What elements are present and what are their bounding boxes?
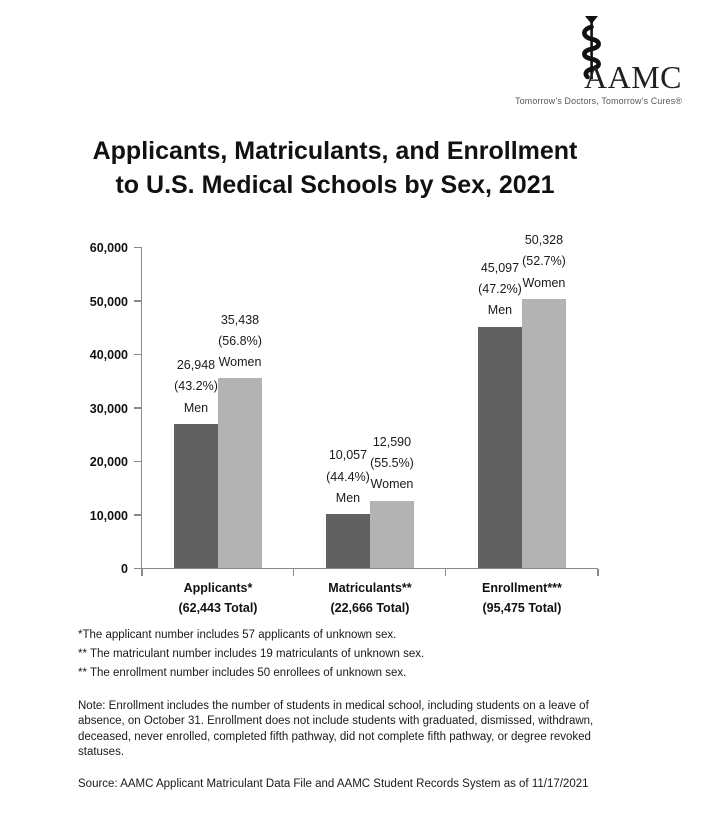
- bar-value-label: 50,328 (52.7%) Women: [522, 233, 566, 290]
- bar-value-label: 12,590 (55.5%) Women: [370, 434, 414, 492]
- y-axis-tick-label: 30,000: [89, 401, 128, 416]
- bar-group-3: 45,097 (47.2%) Men 50,328 (52.7%) Women: [446, 233, 598, 568]
- y-axis-tick-mark: [134, 353, 141, 356]
- y-axis-tick-mark: [134, 460, 141, 463]
- category-label: Applicants* (62,443 Total): [178, 581, 258, 615]
- footnote-line: ** The matriculant number includes 19 ma…: [78, 648, 425, 660]
- page-title-line1: Applicants, Matriculants, and Enrollment: [92, 137, 578, 165]
- bar-women: [521, 298, 566, 568]
- bar-men: [325, 514, 370, 568]
- bar-value-label: 26,948 (43.2%) Men: [174, 358, 218, 415]
- x-axis-tick-mark: [141, 569, 143, 576]
- bar-column-women: 12,590 (55.5%) Women: [369, 247, 414, 568]
- y-axis-tick-label: 60,000: [89, 241, 128, 255]
- footnote-line: ** The enrollment number includes 50 enr…: [78, 667, 407, 679]
- page-title-line2: to U.S. Medical Schools by Sex, 2021: [115, 171, 555, 199]
- logo-brand-text: AAMC: [583, 59, 682, 95]
- plot-area: 0 10,000 20,000 30,000 40,000 50,000 60,000 26,…: [90, 233, 599, 615]
- y-axis-tick-label: 50,000: [89, 294, 128, 309]
- y-axis-tick-mark: [134, 407, 141, 409]
- y-axis-tick-mark: [134, 246, 141, 248]
- bar-column-men: 45,097 (47.2%) Men: [477, 247, 522, 568]
- y-axis-tick-label: 0: [121, 562, 128, 576]
- page-title: Applicants, Matriculants, and Enrollment…: [0, 134, 670, 202]
- bar-column-women: 35,438 (56.8%) Women: [217, 247, 262, 568]
- bar-value-label: 10,057 (44.4%) Men: [326, 448, 370, 505]
- bar-group-1: 26,948 (43.2%) Men 35,438 (56.8%) Women: [142, 247, 294, 568]
- source-text: Source: AAMC Applicant Matriculant Data …: [78, 778, 589, 790]
- x-axis-tick-mark: [597, 569, 599, 576]
- aamc-logo: AAMC Tomorrow’s Doctors, Tomorrow’s Cure…: [515, 14, 682, 106]
- bar-men: [173, 423, 218, 568]
- y-axis-tick-label: 20,000: [89, 455, 128, 470]
- bar-value-label: 35,438 (56.8%) Women: [218, 312, 262, 370]
- y-axis-tick-mark: [134, 514, 141, 516]
- bar-column-men: 10,057 (44.4%) Men: [325, 247, 370, 568]
- x-axis-tick-mark: [444, 569, 447, 576]
- category-label: Enrollment*** (95,475 Total): [482, 581, 562, 615]
- rod-of-asclepius-icon: [582, 16, 601, 80]
- bar-column-men: 26,948 (43.2%) Men: [173, 247, 218, 568]
- y-axis-tick-label: 10,000: [89, 508, 128, 523]
- bar-group-2: 10,057 (44.4%) Men 12,590 (55.5%) Women: [294, 247, 446, 568]
- footnote-line: *The applicant number includes 57 applic…: [78, 629, 397, 641]
- bar-women: [217, 378, 262, 568]
- footnotes: *The applicant number includes 57 applic…: [78, 629, 424, 686]
- x-axis-tick-mark: [292, 569, 295, 576]
- note-text: Note: Enrollment includes the number of …: [78, 700, 594, 759]
- bar-value-label: 45,097 (47.2%) Men: [478, 260, 522, 318]
- bar-men: [477, 326, 522, 568]
- y-axis-tick-label: 40,000: [89, 348, 128, 363]
- bar-column-women: 50,328 (52.7%) Women: [521, 233, 566, 568]
- y-axis-tick-mark: [134, 567, 141, 569]
- bar-women: [369, 500, 414, 568]
- logo-tagline: Tomorrow’s Doctors, Tomorrow’s Cures®: [515, 96, 682, 106]
- category-label: Matriculants** (22,666 Total): [328, 581, 412, 615]
- y-axis-tick-mark: [134, 300, 141, 302]
